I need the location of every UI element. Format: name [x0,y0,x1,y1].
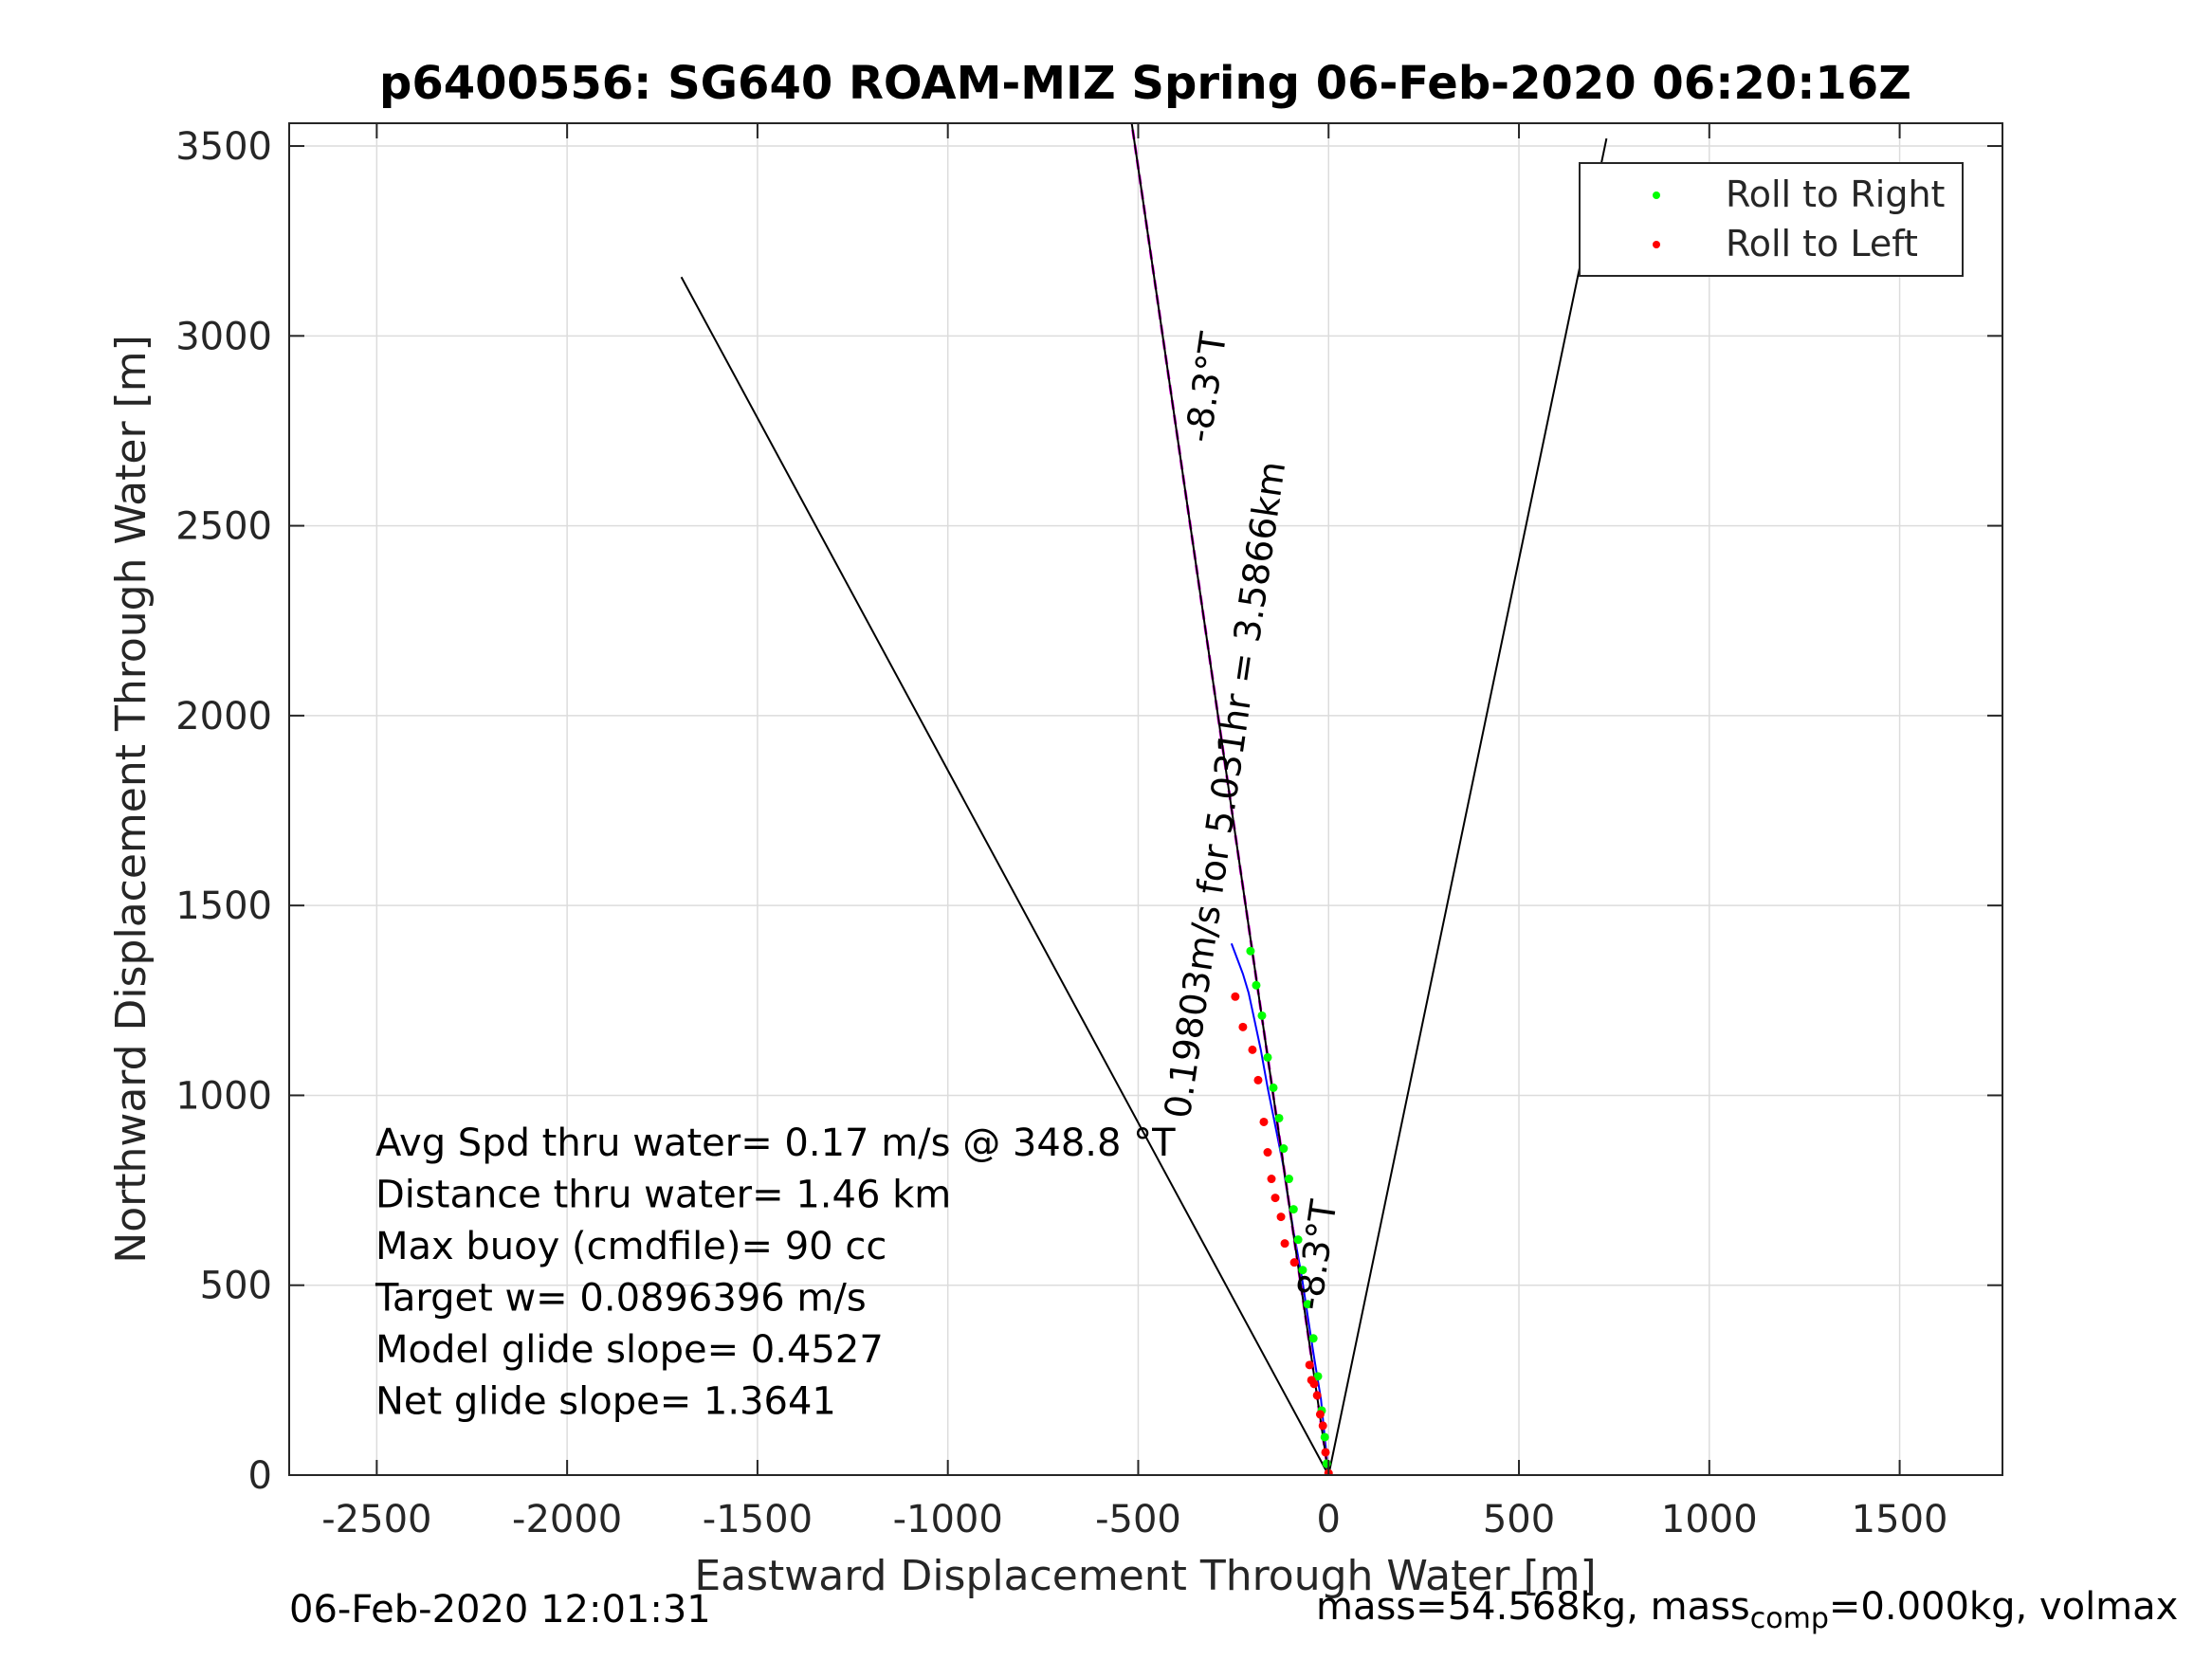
plot-area [680,123,1608,1475]
x-tick-label: 0 [1317,1498,1341,1541]
roll-left-point [1289,1258,1299,1267]
roll-right-point [1274,1113,1284,1122]
info-line: Max buoy (cmdfile)= 90 cc [375,1225,887,1268]
roll-right-point [1279,1144,1289,1154]
x-tick-label: -1500 [703,1498,813,1541]
roll-right-point [1303,1300,1312,1309]
x-tick-label: -500 [1095,1498,1181,1541]
info-line: Net glide slope= 1.3641 [375,1380,836,1424]
roll-left-point [1318,1421,1327,1431]
y-tick-label: 0 [248,1454,272,1498]
legend-marker-roll-right [1653,191,1660,199]
roll-right-point [1298,1266,1307,1275]
roll-left-point [1259,1117,1269,1126]
series-line-6 [1327,137,1608,1475]
roll-right-point [1263,1052,1272,1062]
footer-mass-text: mass=54.568kg, mass [1316,1585,1750,1629]
roll-right-point [1313,1372,1323,1381]
roll-left-point [1312,1391,1322,1400]
y-tick-label: 1500 [175,884,272,928]
info-line: Avg Spd thru water= 0.17 m/s @ 348.8 °T [375,1121,1176,1165]
y-axis-label: Northward Displacement Through Water [m] [107,335,155,1263]
x-tick-label: 1000 [1661,1498,1758,1541]
roll-left-point [1248,1045,1257,1054]
roll-left-point [1238,1022,1248,1031]
roll-left-point [1263,1148,1272,1158]
footer-mass-subscript: comp [1749,1602,1829,1635]
footer-mass: mass=54.568kg, masscomp=0.000kg, volmax [1316,1585,2178,1635]
x-axis-label: Eastward Displacement Through Water [m] [694,1552,1596,1600]
roll-right-point [1322,1459,1331,1468]
x-tick-label: 1500 [1852,1498,1948,1541]
series-line-4 [1130,123,1330,1475]
y-tick-label: 3500 [175,125,272,169]
roll-right-point [1257,1011,1267,1020]
y-tick-label: 500 [200,1265,272,1308]
chart-title: p6400556: SG640 ROAM-MIZ Spring 06-Feb-2… [379,57,1911,110]
info-text: Avg Spd thru water= 0.17 m/s @ 348.8 °T D… [375,1121,1176,1424]
x-tick-label: -2000 [512,1498,622,1541]
info-line: Target w= 0.0896396 m/s [375,1277,867,1321]
roll-right-point [1252,980,1261,990]
roll-right-point [1293,1235,1303,1245]
roll-right-point [1308,1334,1318,1343]
roll-left-point [1276,1212,1286,1222]
info-line: Distance thru water= 1.46 km [375,1174,951,1217]
y-tick-label: 2500 [175,505,272,549]
roll-right-point [1320,1432,1329,1442]
info-line: Model glide slope= 0.4527 [375,1328,884,1372]
roll-left-point [1315,1410,1325,1419]
roll-left-point [1280,1239,1289,1249]
y-tick-label: 1000 [175,1074,272,1118]
roll-right-point [1246,946,1255,956]
roll-right-point [1289,1205,1298,1214]
roll-left-point [1267,1175,1276,1184]
y-tick-label: 3000 [175,315,272,358]
roll-left-point [1305,1360,1314,1370]
legend-box [1579,162,1964,277]
footer-date: 06-Feb-2020 12:01:31 [289,1588,711,1632]
axis-ticks: -2500 -2000 -1500 -1000 -500 0 500 1000 1500 0 500… [175,123,2002,1541]
roll-left-point [1271,1194,1280,1203]
series-group [680,123,1608,1475]
axes-frame [288,122,2003,1476]
x-tick-label: -2500 [321,1498,431,1541]
roll-left-point [1253,1075,1263,1085]
legend-marker-roll-left [1653,241,1660,248]
x-tick-label: 500 [1483,1498,1555,1541]
roll-left-point [1307,1376,1316,1385]
roll-left-point [1231,992,1240,1001]
legend-label-roll-left: Roll to Left [1726,223,1918,264]
roll-left-point [1321,1448,1330,1457]
x-tick-label: -1000 [893,1498,1003,1541]
legend: Roll to Right Roll to Left [1579,162,1964,277]
series-line-5 [680,276,1330,1475]
legend-label-roll-right: Roll to Right [1726,173,1945,215]
roll-right-point [1284,1175,1293,1184]
y-tick-label: 2000 [175,695,272,738]
footer-mass-rest: =0.000kg, volmax [1828,1585,2179,1629]
roll-right-point [1269,1083,1278,1092]
